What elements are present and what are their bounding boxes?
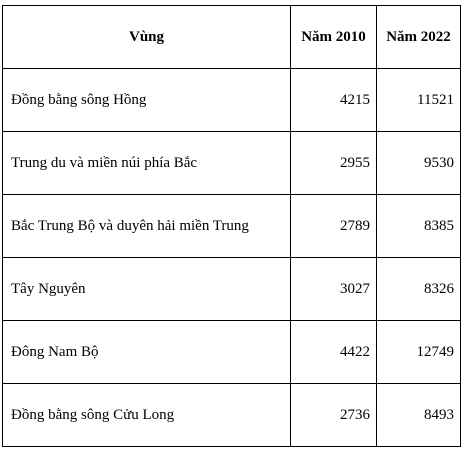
table-row: Bắc Trung Bộ và duyên hải miền Trung 278… — [2, 194, 461, 258]
header-region: Vùng — [2, 5, 291, 69]
value-2022-cell: 8385 — [376, 194, 461, 258]
value-2022-cell: 9530 — [376, 131, 461, 195]
table-row: Tây Nguyên 3027 8326 — [2, 257, 461, 321]
header-year-2022: Năm 2022 — [376, 5, 461, 69]
header-row: Vùng Năm 2010 Năm 2022 — [2, 5, 461, 69]
value-2022-cell: 11521 — [376, 68, 461, 132]
value-2010-cell: 2789 — [290, 194, 377, 258]
value-2010-cell: 3027 — [290, 257, 377, 321]
table-row: Trung du và miền núi phía Bắc 2955 9530 — [2, 131, 461, 195]
region-cell: Tây Nguyên — [2, 257, 291, 321]
table-row: Đồng bằng sông Hồng 4215 11521 — [2, 68, 461, 132]
value-2022-cell: 12749 — [376, 320, 461, 384]
region-cell: Trung du và miền núi phía Bắc — [2, 131, 291, 195]
region-cell: Đông Nam Bộ — [2, 320, 291, 384]
table-row: Đông Nam Bộ 4422 12749 — [2, 320, 461, 384]
region-cell: Đồng bằng sông Cửu Long — [2, 383, 291, 447]
header-year-2010: Năm 2010 — [290, 5, 377, 69]
value-2022-cell: 8493 — [376, 383, 461, 447]
value-2010-cell: 4422 — [290, 320, 377, 384]
region-cell: Đồng bằng sông Hồng — [2, 68, 291, 132]
table-row: Đồng bằng sông Cửu Long 2736 8493 — [2, 383, 461, 447]
value-2010-cell: 2955 — [290, 131, 377, 195]
value-2010-cell: 4215 — [290, 68, 377, 132]
value-2022-cell: 8326 — [376, 257, 461, 321]
value-2010-cell: 2736 — [290, 383, 377, 447]
region-cell: Bắc Trung Bộ và duyên hải miền Trung — [2, 194, 291, 258]
data-table: Vùng Năm 2010 Năm 2022 Đồng bằng sông Hồ… — [2, 5, 461, 447]
